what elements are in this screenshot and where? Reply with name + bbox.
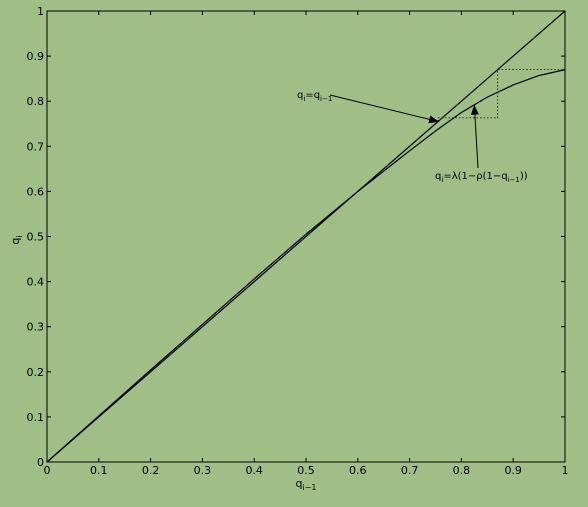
map-curve xyxy=(46,69,566,463)
y-tick-label: 0.9 xyxy=(27,50,45,63)
y-tick-label: 0.7 xyxy=(27,140,45,153)
x-tick-label: 0.2 xyxy=(142,464,160,477)
y-axis-label: qi xyxy=(9,235,24,244)
x-axis-label: qi−1 xyxy=(296,477,317,492)
annotation-map: qi=λ(1−ρ(1−qi−1)) xyxy=(435,171,528,184)
y-tick-label: 1 xyxy=(37,5,44,18)
axis-ticks: 0 0.1 0.2 0.3 0.4 0.5 0.6 0.7 0.8 0.9 1 0 0.1 0.2 0.3 0… xyxy=(27,5,569,477)
cobweb-dotted xyxy=(437,69,565,122)
x-tick-label: 0.3 xyxy=(194,464,212,477)
y-tick-label: 0.4 xyxy=(27,276,45,289)
x-tick-label: 0.4 xyxy=(245,464,263,477)
x-tick-label: 0.9 xyxy=(504,464,522,477)
y-tick-label: 0.5 xyxy=(27,231,45,244)
x-tick-label: 0 xyxy=(44,464,51,477)
x-tick-label: 0.8 xyxy=(453,464,471,477)
y-tick-label: 0.6 xyxy=(27,185,45,198)
annotation-arrow-identity xyxy=(329,94,440,124)
identity-line xyxy=(46,10,566,463)
y-tick-label: 0.8 xyxy=(27,95,45,108)
x-tick-label: 1 xyxy=(562,464,569,477)
series-lines xyxy=(46,10,566,463)
y-tick-label: 0 xyxy=(37,456,44,469)
y-tick-label: 0.2 xyxy=(27,366,45,379)
annotation-arrow-map xyxy=(470,104,479,169)
y-tick-label: 0.3 xyxy=(27,321,45,334)
x-tick-label: 0.5 xyxy=(297,464,315,477)
x-tick-label: 0.7 xyxy=(401,464,419,477)
x-tick-label: 0.1 xyxy=(90,464,108,477)
x-tick-label: 0.6 xyxy=(349,464,367,477)
y-tick-label: 0.1 xyxy=(27,411,45,424)
